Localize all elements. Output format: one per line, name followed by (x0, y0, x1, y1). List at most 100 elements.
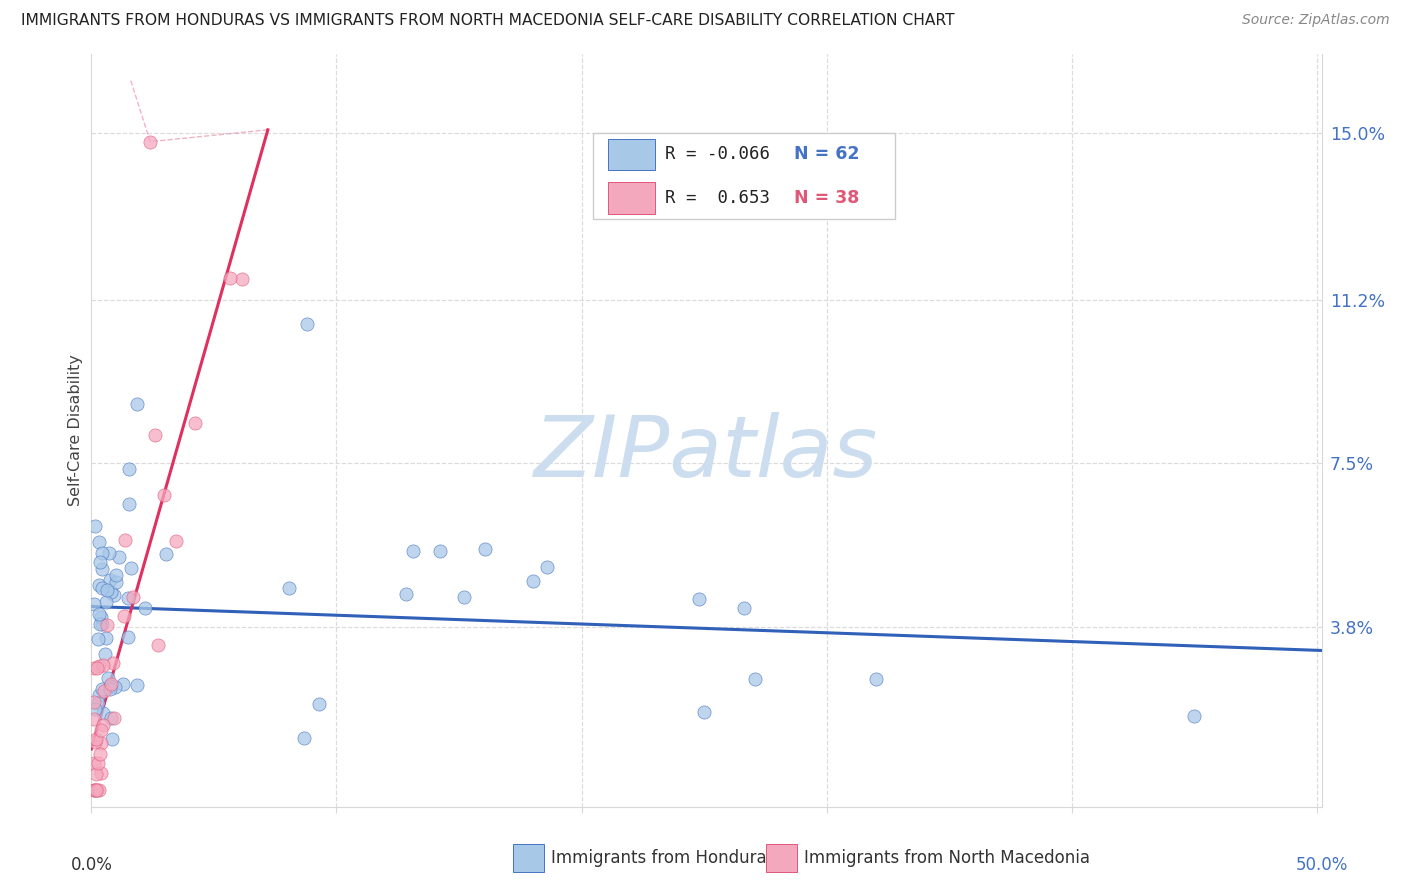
Point (429, 543, 451, 558)
Point (87, 632, 110, 646)
Point (733, 600, 755, 615)
Point (117, 631, 139, 645)
Point (98, 574, 121, 588)
Point (100, 677, 122, 691)
Point (297, 317, 319, 331)
Point (87, 782, 110, 797)
Point (96, 618, 118, 632)
Point (744, 672, 766, 686)
Point (100, 584, 122, 599)
Text: Source: ZipAtlas.com: Source: ZipAtlas.com (1241, 13, 1389, 28)
Point (117, 591, 139, 605)
Point (91, 681, 114, 696)
Point (474, 541, 496, 556)
Point (153, 487, 176, 501)
Text: 50.0%: 50.0% (1295, 855, 1348, 874)
Point (522, 574, 544, 589)
Point (94, 594, 117, 608)
Point (89, 607, 111, 621)
Point (87, 756, 110, 770)
Point (91, 546, 114, 560)
Point (87, 578, 110, 592)
Point (865, 672, 887, 686)
Point (395, 587, 418, 601)
Point (86, 782, 108, 797)
Point (89, 747, 111, 762)
Text: N = 62: N = 62 (794, 145, 859, 163)
Point (1182, 708, 1205, 723)
Point (108, 549, 131, 564)
Point (90, 617, 112, 632)
Text: N = 38: N = 38 (794, 189, 859, 207)
Point (91, 706, 114, 720)
Point (83, 519, 105, 533)
Point (84, 701, 107, 715)
Point (125, 397, 148, 411)
Point (308, 698, 330, 712)
Text: ZIPatlas: ZIPatlas (534, 411, 879, 494)
Point (146, 638, 169, 652)
Point (120, 561, 142, 575)
Point (104, 567, 127, 582)
Point (134, 601, 156, 615)
Point (83, 782, 105, 797)
Text: R =  0.653: R = 0.653 (665, 189, 769, 207)
Point (100, 679, 122, 693)
Point (94, 631, 117, 645)
Point (86, 661, 108, 675)
Point (83, 756, 105, 770)
Text: Immigrants from Honduras: Immigrants from Honduras (551, 849, 776, 867)
Point (118, 498, 141, 512)
Text: R = -0.066: R = -0.066 (665, 145, 769, 163)
Point (453, 590, 475, 604)
Point (90, 581, 112, 595)
Point (117, 462, 139, 476)
FancyBboxPatch shape (593, 133, 894, 219)
Point (103, 588, 125, 602)
Point (83, 597, 105, 611)
Point (105, 574, 128, 589)
Point (87, 534, 110, 549)
Point (139, 135, 162, 149)
Point (688, 591, 710, 606)
Point (100, 731, 122, 746)
Point (91, 657, 114, 672)
Point (90, 610, 112, 624)
Point (97, 546, 120, 560)
Point (231, 272, 253, 286)
Point (83, 713, 105, 727)
Point (155, 547, 177, 561)
Point (165, 534, 187, 549)
Point (114, 533, 136, 548)
Point (112, 609, 135, 624)
Point (90, 736, 112, 750)
Point (84, 782, 107, 797)
Point (93, 647, 115, 661)
Text: 0.0%: 0.0% (70, 855, 112, 874)
Point (83, 661, 105, 675)
Text: IMMIGRANTS FROM HONDURAS VS IMMIGRANTS FROM NORTH MACEDONIA SELF-CARE DISABILITY: IMMIGRANTS FROM HONDURAS VS IMMIGRANTS F… (21, 13, 955, 29)
Point (84, 732, 107, 747)
Point (89, 659, 111, 673)
Point (89, 617, 111, 632)
Point (86, 782, 108, 797)
Point (693, 705, 716, 719)
Point (104, 680, 127, 694)
Point (292, 731, 315, 746)
Point (90, 765, 112, 780)
Point (219, 271, 242, 285)
Point (84, 767, 107, 781)
Point (97, 672, 120, 686)
Point (402, 544, 425, 558)
Point (89, 555, 111, 569)
Point (184, 417, 207, 431)
Point (83, 782, 105, 797)
Point (83, 695, 105, 709)
Y-axis label: Self-Care Disability: Self-Care Disability (67, 354, 83, 507)
Point (96, 583, 118, 598)
Point (122, 590, 145, 604)
Point (103, 711, 125, 725)
Point (100, 711, 122, 725)
Point (90, 561, 112, 575)
Point (93, 684, 115, 698)
